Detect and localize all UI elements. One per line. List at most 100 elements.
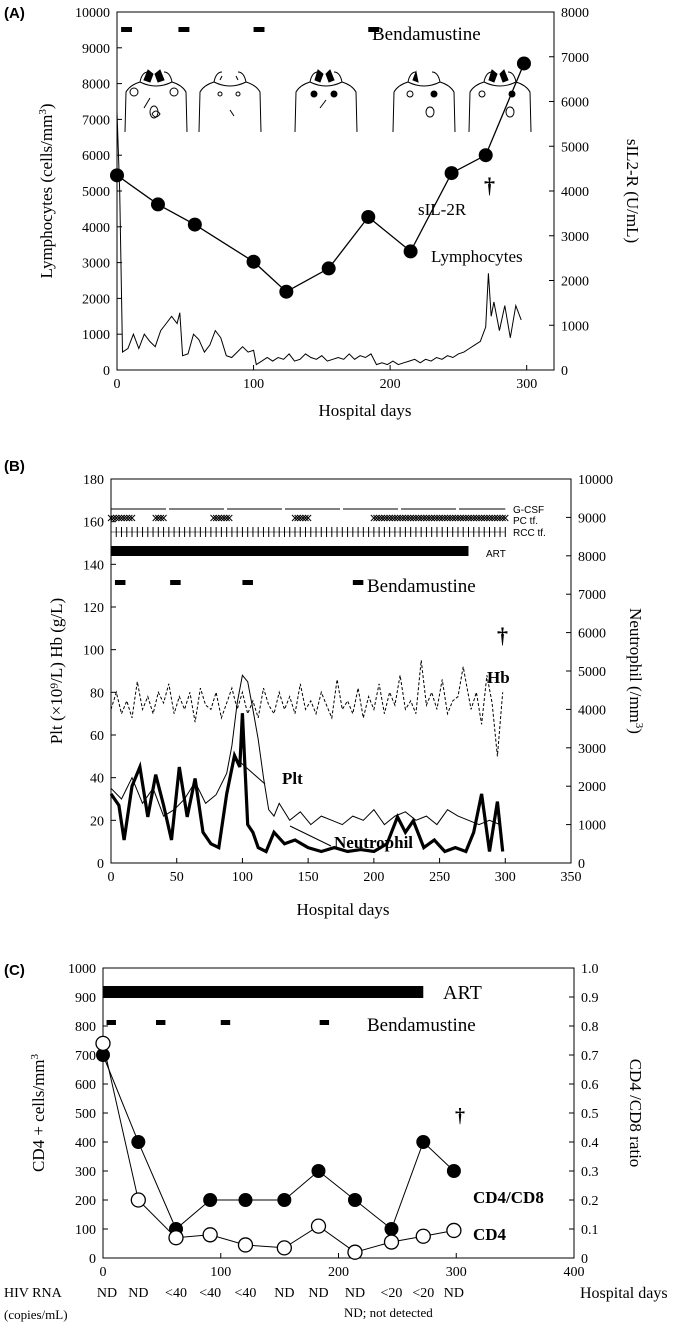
pc-transfusion-mark — [465, 514, 472, 522]
x-tick-label: 0 — [100, 1265, 107, 1280]
cd4-count-point — [383, 1234, 400, 1250]
y-left-tick-label: 7000 — [82, 113, 110, 128]
x-tick-label: 100 — [243, 377, 264, 392]
panel-a-label: (A) — [4, 5, 25, 22]
y-left-tick-label: 140 — [83, 558, 104, 573]
y-right-tick-label: 1.0 — [581, 962, 599, 977]
y-right-tick-label: 0.1 — [581, 1223, 599, 1238]
cd4-count-point — [237, 1237, 254, 1253]
pc-transfusion-mark — [299, 514, 307, 522]
x-tick-label: 400 — [564, 1265, 585, 1280]
y-left-tick-label: 0 — [89, 1252, 96, 1267]
cd4cd8-ratio-point — [446, 1164, 461, 1178]
y-right-tick-label: 4000 — [578, 703, 606, 718]
panel-c-cd4-label: CD4 — [473, 1225, 507, 1244]
pc-transfusion-mark — [296, 514, 304, 522]
cd4cd8-ratio-point — [311, 1164, 326, 1178]
hiv-rna-value: ND — [274, 1286, 294, 1301]
bendamustine-dose-bar — [121, 27, 133, 32]
panel-c-death-dagger: † — [455, 1105, 465, 1127]
body-diagram — [468, 69, 532, 133]
cd4cd8-ratio-point — [347, 1193, 362, 1207]
hiv-rna-label: HIV RNA — [4, 1286, 63, 1301]
body-diagram — [294, 69, 358, 133]
y-right-tick-label: 8000 — [561, 6, 589, 21]
hiv-rna-value: ND — [128, 1286, 148, 1301]
pc-transfusion-mark — [499, 514, 507, 522]
panel-c-x-label: Hospital days — [580, 1285, 668, 1302]
panel-b-x-ticks: 0 50 100 150 200 250 300 350 — [108, 858, 582, 885]
panel-b-right-y-label: Neutrophil (/mm3) — [626, 608, 645, 734]
pc-transfusion-mark — [417, 514, 425, 522]
pc-transfusion-mark — [446, 514, 454, 522]
y-right-tick-label: 8000 — [578, 550, 606, 565]
pc-transfusion-mark — [496, 514, 504, 522]
bendamustine-dose-bar — [155, 1020, 166, 1025]
panel-b-art-label: ART — [486, 549, 506, 560]
pc-transfusion-mark — [107, 514, 115, 522]
pc-transfusion-mark — [478, 514, 485, 522]
pc-transfusion-mark — [454, 514, 462, 522]
pc-transfusion-mark — [430, 514, 438, 522]
panel-c-bendamustine-label: Bendamustine — [367, 1015, 476, 1036]
pc-transfusion-mark — [402, 514, 409, 522]
y-left-tick-label: 40 — [90, 772, 104, 787]
pc-transfusion-mark — [291, 514, 299, 522]
y-right-tick-label: 7000 — [578, 588, 606, 603]
pc-transfusion-mark — [470, 514, 478, 522]
cd4-count-point — [130, 1192, 146, 1208]
panel-a-bendamustine-bars — [121, 27, 380, 32]
hiv-rna-value: <20 — [412, 1286, 434, 1301]
cd4-count-point — [446, 1222, 462, 1239]
x-tick-label: 100 — [210, 1265, 231, 1280]
y-left-tick-label: 1000 — [68, 962, 96, 977]
cd4cd8-ratio-point — [416, 1135, 431, 1149]
pc-transfusion-mark — [491, 514, 499, 522]
y-right-tick-label: 0.9 — [581, 991, 599, 1006]
cd4-count-point — [310, 1218, 327, 1234]
panel-b-series-lines — [109, 660, 505, 854]
pc-transfusion-mark — [225, 514, 233, 522]
pc-transfusion-mark — [157, 514, 165, 522]
y-left-tick-label: 120 — [83, 601, 104, 616]
bendamustine-dose-bar — [178, 27, 190, 32]
x-tick-label: 100 — [232, 870, 253, 885]
panel-a-series-markers — [110, 56, 531, 299]
pc-transfusion-mark — [457, 514, 464, 522]
pc-transfusion-mark — [118, 514, 125, 522]
bendamustine-dose-bar — [253, 27, 265, 32]
pc-transfusion-mark — [112, 514, 120, 522]
bendamustine-dose-bar — [106, 1020, 116, 1025]
hiv-rna-value: <20 — [381, 1286, 403, 1301]
pc-transfusion-mark — [459, 514, 467, 522]
panel-b-x-label: Hospital days — [296, 900, 389, 919]
panel-c-bendamustine-bars — [106, 1020, 330, 1025]
y-right-tick-label: 0.3 — [581, 1165, 599, 1180]
bendamustine-dose-bar — [114, 580, 126, 585]
pc-transfusion-mark — [391, 514, 399, 522]
y-right-tick-label: 5000 — [561, 140, 589, 155]
y-right-tick-label: 0 — [578, 857, 585, 872]
y-right-tick-label: 0 — [561, 364, 568, 379]
cd4-count-point — [276, 1240, 292, 1256]
y-left-tick-label: 3000 — [82, 257, 110, 272]
hiv-rna-values: ND ND <40 <40 <40 ND ND ND <20 <20 ND — [97, 1286, 464, 1301]
y-right-tick-label: 1000 — [561, 319, 589, 334]
panel-c-right-y-ticks: 0 0.1 0.2 0.3 0.4 0.5 0.6 0.7 0.8 0.9 1.0 — [569, 962, 599, 1267]
hiv-rna-units: (copies/mL) — [4, 1307, 68, 1322]
y-right-tick-label: 3000 — [578, 742, 606, 757]
y-left-tick-label: 900 — [75, 991, 96, 1006]
y-left-tick-label: 160 — [83, 516, 104, 531]
hiv-rna-value: ND — [308, 1286, 328, 1301]
y-right-tick-label: 5000 — [578, 665, 606, 680]
art-bar — [111, 546, 469, 556]
y-left-tick-label: 80 — [90, 686, 104, 701]
pc-transfusion-mark — [388, 514, 396, 522]
sil2r-point — [321, 261, 336, 276]
x-tick-label: 200 — [363, 870, 384, 885]
pc-transfusion-mark — [294, 514, 301, 522]
hiv-rna-value: ND — [97, 1286, 117, 1301]
panel-b-hb-label: Hb — [487, 668, 510, 687]
pc-transfusion-mark — [394, 514, 401, 522]
pc-transfusion-mark — [304, 514, 312, 522]
